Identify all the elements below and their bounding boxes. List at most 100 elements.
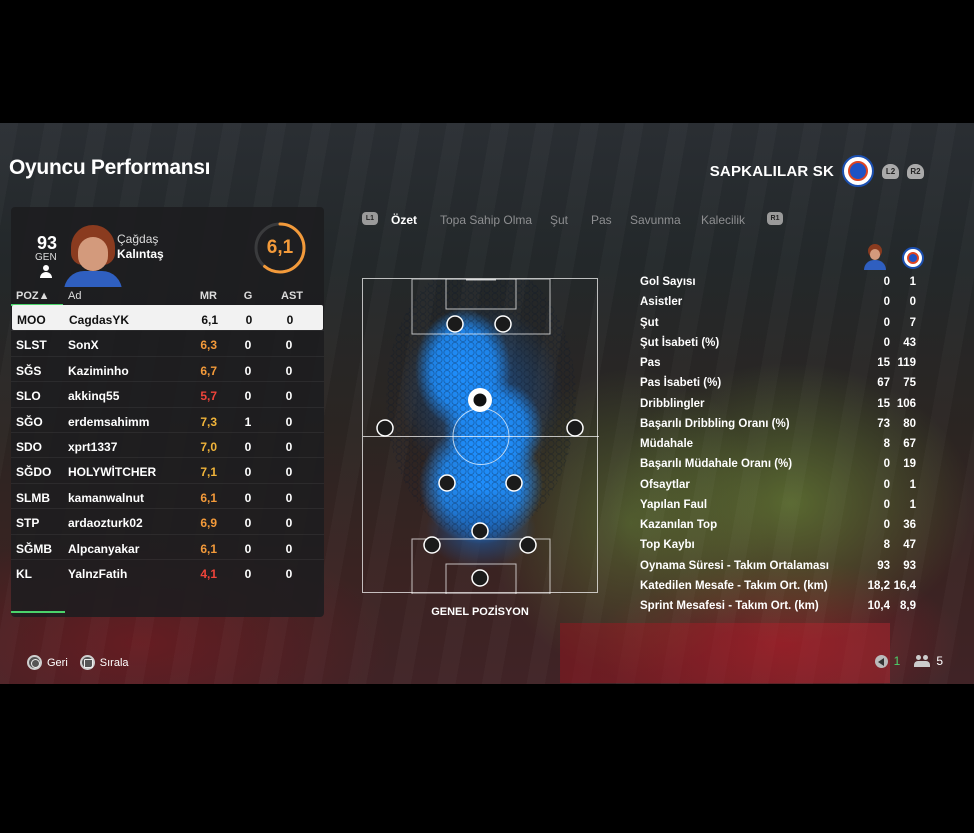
- gen-value: 93: [37, 233, 58, 253]
- row-mr: 5,7: [200, 389, 217, 404]
- stat-label: Dribblingler: [640, 397, 705, 410]
- row-name: CagdasYK: [69, 313, 130, 327]
- table-row[interactable]: KL YalnzFatih 4,1 0 0: [11, 558, 324, 584]
- row-mr: 4,1: [200, 566, 217, 581]
- row-ast: 0: [285, 363, 293, 378]
- club-crest-icon: [842, 155, 874, 187]
- table-row[interactable]: SĞMB Alpcanyakar 6,1 0 0: [11, 533, 324, 559]
- stat-label: Başarılı Dribbling Oranı (%): [640, 417, 790, 430]
- col-mr[interactable]: MR: [199, 290, 217, 302]
- stat-label: Pas: [640, 357, 661, 369]
- position-heatmap: [362, 278, 599, 594]
- stat-team-value: 67: [903, 438, 916, 450]
- row-g: 0: [244, 541, 252, 556]
- l1-button[interactable]: L1: [362, 212, 378, 225]
- col-ast[interactable]: AST: [281, 290, 303, 302]
- row-ast: 0: [285, 566, 293, 581]
- table-row[interactable]: SLO akkinq55 5,7 0 0: [11, 381, 324, 406]
- stat-player-value: 8: [883, 438, 890, 450]
- tab-kalecilik[interactable]: Kalecilik: [701, 213, 746, 227]
- row-ast: 0: [285, 338, 293, 353]
- stat-player-value: 10,4: [867, 600, 890, 612]
- col-g[interactable]: G: [243, 290, 253, 302]
- table-row[interactable]: SLST SonX 6,3 0 0: [11, 330, 324, 355]
- r1-button[interactable]: R1: [767, 212, 783, 225]
- tab-sut[interactable]: Şut: [550, 213, 569, 227]
- row-pos: SLMB: [16, 490, 50, 505]
- stat-row: Katedilen Mesafe - Takım Ort. (km) 18,2 16…: [640, 576, 920, 596]
- table-row[interactable]: SĞS Kaziminho 6,7 0 0: [11, 355, 324, 381]
- stat-team-value: 19: [903, 458, 916, 471]
- stat-row: Top Kaybı 8 47: [640, 535, 920, 555]
- row-name: Kaziminho: [68, 363, 129, 378]
- row-pos: SLST: [16, 338, 47, 353]
- club-header: SAPKALILAR SK L2 R2: [710, 155, 924, 187]
- player-mini-portrait: [862, 244, 888, 270]
- row-name: ardaozturk02: [68, 516, 143, 531]
- circle-button-icon: [27, 655, 42, 670]
- row-g: 0: [244, 389, 252, 404]
- tab-savunma[interactable]: Savunma: [630, 213, 681, 227]
- table-header: POZ▲ Ad MR G AST: [11, 287, 324, 306]
- stat-team-value: 93: [903, 559, 916, 572]
- club-name: SAPKALILAR SK: [709, 162, 834, 180]
- player-rows: MOO CagdasYK 6,1 0 0 SLST SonX 6,3 0 0 SĞS Kaziminh…: [11, 305, 324, 584]
- row-g: 0: [244, 465, 252, 480]
- row-pos: SĞS: [16, 363, 42, 378]
- stat-team-value: 75: [903, 377, 916, 390]
- l2-button[interactable]: L2: [882, 163, 899, 179]
- stat-row: Şut 0 7: [640, 313, 920, 333]
- table-row[interactable]: SDO xprt1337 7,0 0 0: [11, 431, 324, 457]
- stat-player-value: 15: [877, 397, 890, 410]
- stat-player-value: 0: [883, 478, 890, 491]
- stat-player-value: 73: [877, 417, 890, 430]
- player-first-name: Çağdaş: [117, 232, 159, 246]
- sort-button[interactable]: Sırala: [79, 655, 129, 670]
- stat-row: Yapılan Faul 0 1: [640, 495, 920, 515]
- stat-player-value: 18,2: [867, 579, 890, 592]
- table-row[interactable]: STP ardaozturk02 6,9 0 0: [11, 508, 324, 533]
- row-ast: 0: [285, 439, 293, 454]
- row-mr: 6,1: [200, 541, 217, 556]
- tab-pas[interactable]: Pas: [591, 213, 612, 227]
- tab-topa-sahip-olma[interactable]: Topa Sahip Olma: [440, 213, 533, 227]
- team-crest-icon: [902, 247, 924, 269]
- stat-team-value: 1: [909, 498, 916, 511]
- row-mr: 6,9: [200, 516, 217, 531]
- tab-ozet[interactable]: Özet: [391, 213, 418, 227]
- stat-player-value: 0: [883, 458, 890, 471]
- stat-player-value: 0: [883, 276, 890, 288]
- row-mr: 7,0: [200, 439, 217, 454]
- stat-team-value: 1: [909, 478, 916, 491]
- back-button[interactable]: Geri: [27, 655, 68, 670]
- table-row[interactable]: MOO CagdasYK 6,1 0 0: [12, 305, 323, 331]
- stat-label: Başarılı Müdahale Oranı (%): [640, 458, 793, 471]
- stat-label: Müdahale: [640, 438, 694, 450]
- back-label: Geri: [47, 656, 68, 669]
- stat-team-value: 80: [903, 417, 916, 430]
- stat-team-value: 106: [896, 397, 916, 410]
- col-name[interactable]: Ad: [68, 290, 82, 302]
- user-icon: [40, 265, 52, 278]
- stat-team-value: 0: [909, 296, 916, 309]
- pitch-label: GENEL POZİSYON: [431, 606, 529, 618]
- footer-status: 1 5: [874, 654, 943, 668]
- people-icon: [914, 655, 931, 667]
- col-pos[interactable]: POZ▲: [16, 290, 50, 302]
- square-button-icon: [79, 655, 95, 670]
- row-mr: 6,1: [200, 490, 217, 505]
- footer-controls: Geri Sırala: [27, 655, 141, 670]
- table-row[interactable]: SĞDO HOLYWİTCHER 7,1 0 0: [11, 457, 324, 482]
- stat-label: Asistler: [640, 296, 683, 309]
- player-list-panel: 93 GEN Çağdaş Kalıntaş 6,1 POZ▲ Ad MR G …: [11, 207, 324, 617]
- r2-button[interactable]: R2: [907, 163, 924, 179]
- row-mr: 6,3: [200, 338, 217, 353]
- table-row[interactable]: SĞO erdemsahimm 7,3 1 0: [11, 406, 324, 432]
- stat-row: Başarılı Müdahale Oranı (%) 0 19: [640, 454, 920, 474]
- voice-count: 1: [893, 654, 901, 668]
- stat-team-value: 8,9: [900, 600, 916, 612]
- sort-label: Sırala: [99, 656, 129, 669]
- player-card: 93 GEN Çağdaş Kalıntaş 6,1: [11, 207, 324, 287]
- row-mr: 6,1: [201, 313, 218, 327]
- table-row[interactable]: SLMB kamanwalnut 6,1 0 0: [11, 482, 324, 508]
